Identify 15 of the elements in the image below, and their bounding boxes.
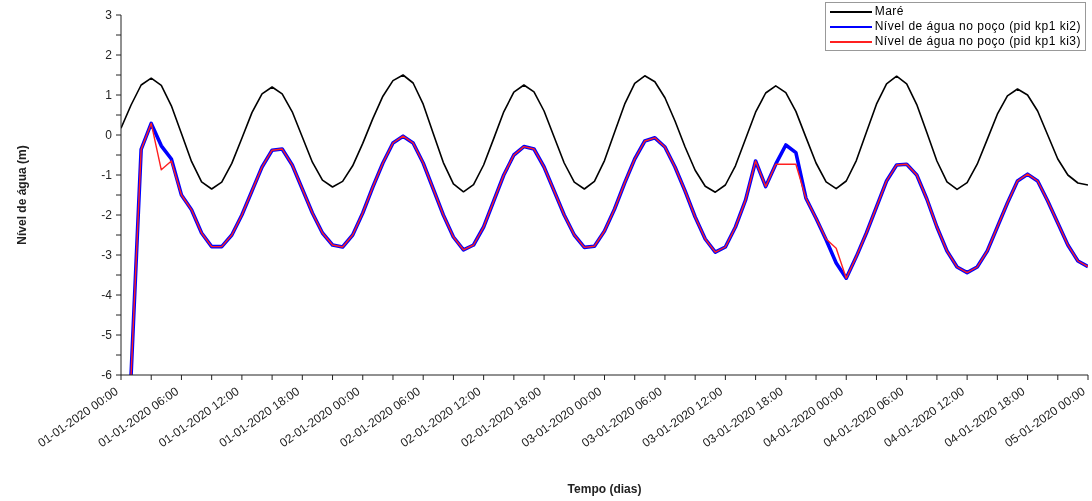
y-tick-label: -2: [101, 208, 113, 222]
y-tick-label: 0: [105, 128, 113, 142]
y-tick-label: -6: [101, 368, 113, 382]
legend-label: Nível de água no poço (pid kp1 ki3): [874, 34, 1081, 49]
y-tick-label: -4: [101, 288, 113, 302]
y-tick-label: 3: [105, 8, 113, 22]
x-axis-title: Tempo (dias): [567, 482, 642, 496]
y-tick-label: -5: [101, 328, 113, 342]
legend-label: Nível de água no poço (pid kp1 ki2): [874, 19, 1081, 34]
y-tick-label: 2: [105, 48, 113, 62]
y-tick-label: 1: [105, 88, 113, 102]
legend-label: Maré: [874, 4, 905, 19]
y-tick-label: -1: [101, 168, 113, 182]
y-axis-title: Nível de água (m): [15, 145, 30, 245]
y-tick-label: -3: [101, 248, 113, 262]
